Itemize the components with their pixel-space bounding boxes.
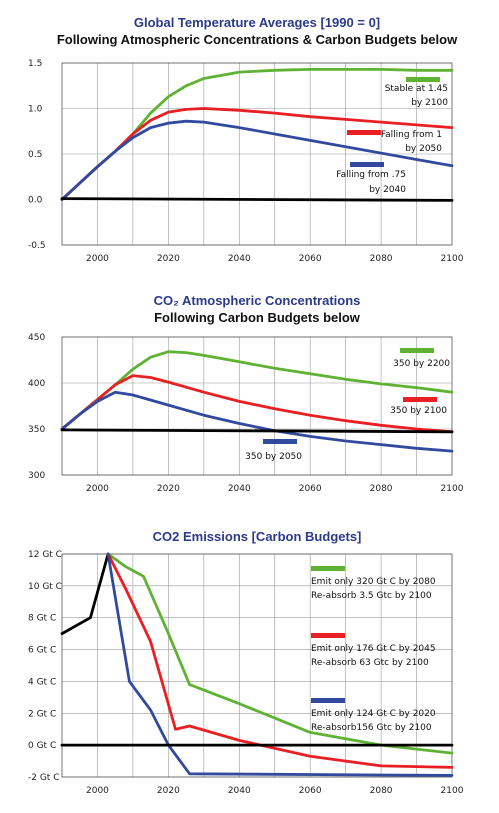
- series-line: [106, 552, 454, 777]
- x-tick-label: 2020: [157, 786, 180, 796]
- y-tick-label: 4 Gt C: [28, 677, 56, 687]
- x-tick-label: 2000: [86, 484, 109, 494]
- x-tick-label: 2060: [299, 786, 322, 796]
- series-line: [106, 552, 454, 769]
- y-tick-label: 350: [28, 425, 45, 435]
- x-tick-label: 2020: [157, 484, 180, 494]
- x-tick-label: 2000: [86, 786, 109, 796]
- y-tick-label: 8 Gt C: [28, 614, 56, 624]
- legend-swatch: [263, 439, 297, 444]
- y-tick-label: -2 Gt C: [28, 773, 59, 783]
- legend-swatch: [311, 633, 345, 638]
- chart-title: Global Temperature Averages [1990 = 0]: [134, 15, 380, 30]
- annotation-label: Emit only 176 Gt C by 2045: [311, 644, 436, 654]
- legend-swatch: [350, 162, 384, 167]
- annotation-label: Emit only 320 Gt C by 2080: [311, 577, 436, 587]
- annotation-label: by 2050: [405, 144, 442, 154]
- y-tick-label: 0 Gt C: [28, 741, 56, 751]
- x-tick-label: 2080: [370, 254, 393, 264]
- chart-subtitle: Following Atmospheric Concentrations & C…: [57, 32, 458, 47]
- x-tick-label: 2100: [441, 254, 464, 264]
- chart-1: Global Temperature Averages [1990 = 0] Fo…: [28, 15, 464, 264]
- series-line: [60, 197, 454, 202]
- y-tick-label: 10 Gt C: [28, 582, 62, 592]
- series-line: [60, 390, 454, 453]
- chart-2: CO₂ Atmospheric Concentrations Following …: [28, 293, 464, 494]
- legend-swatch: [311, 566, 345, 571]
- y-tick-label: 0.5: [28, 150, 42, 160]
- y-tick-label: 6 Gt C: [28, 646, 56, 656]
- legend-swatch: [400, 348, 434, 353]
- annotation-label: Re-absorb 3.5 Gtc by 2100: [311, 591, 432, 601]
- x-tick-label: 2080: [370, 484, 393, 494]
- annotation-label: Emit only 124 Gt C by 2020: [311, 709, 436, 719]
- plot-frame: [61, 336, 453, 476]
- x-tick-label: 2000: [86, 254, 109, 264]
- x-tick-label: 2060: [299, 484, 322, 494]
- y-tick-label: 1.5: [28, 59, 42, 69]
- y-tick-label: 400: [28, 379, 45, 389]
- series-line: [60, 552, 110, 635]
- annotation-label: Re-absorb 63 Gtc by 2100: [311, 658, 429, 668]
- plot-frame: [61, 62, 453, 246]
- annotation-label: by 2040: [369, 185, 406, 195]
- chart-3: CO2 Emissions [Carbon Budgets] 12 Gt C 10 …: [28, 529, 464, 796]
- legend-swatch: [406, 77, 440, 82]
- legend-swatch: [403, 397, 437, 402]
- legend-swatch: [347, 130, 381, 135]
- annotation-label: Stable at 1.45: [385, 84, 448, 94]
- chart-subtitle: Following Carbon Budgets below: [154, 310, 361, 325]
- x-tick-label: 2100: [441, 484, 464, 494]
- annotation-label: Re-absorb156 Gtc by 2100: [311, 723, 432, 733]
- y-tick-label: -0.5: [28, 241, 46, 251]
- x-tick-label: 2040: [228, 786, 251, 796]
- x-tick-label: 2020: [157, 254, 180, 264]
- y-tick-label: 1.0: [28, 105, 43, 115]
- series-line: [60, 374, 454, 434]
- annotation-label: 350 by 2200: [393, 359, 450, 369]
- legend-swatch: [311, 698, 345, 703]
- plot-frame: [61, 553, 453, 778]
- x-tick-label: 2040: [228, 254, 251, 264]
- series-line: [106, 552, 454, 755]
- series-line: [60, 428, 454, 434]
- annotation-label: 350 by 2050: [245, 452, 302, 462]
- chart-title: CO2 Emissions [Carbon Budgets]: [153, 529, 362, 544]
- y-tick-label: 300: [28, 471, 45, 481]
- y-tick-label: 0.0: [28, 196, 43, 206]
- annotation-label: by 2100: [411, 98, 448, 108]
- chart-title: CO₂ Atmospheric Concentrations: [154, 293, 361, 308]
- x-tick-label: 2040: [228, 484, 251, 494]
- y-tick-label: 2 Gt C: [28, 709, 56, 719]
- y-tick-label: 450: [28, 333, 45, 343]
- x-tick-label: 2080: [370, 786, 393, 796]
- annotation-label: Falling from .75: [336, 170, 406, 180]
- y-tick-label: 12 Gt C: [28, 550, 62, 560]
- annotation-label: 350 by 2100: [390, 406, 447, 416]
- series-line: [60, 119, 454, 201]
- x-tick-label: 2100: [441, 786, 464, 796]
- annotation-label: Falling from 1: [381, 130, 442, 140]
- x-tick-label: 2060: [299, 254, 322, 264]
